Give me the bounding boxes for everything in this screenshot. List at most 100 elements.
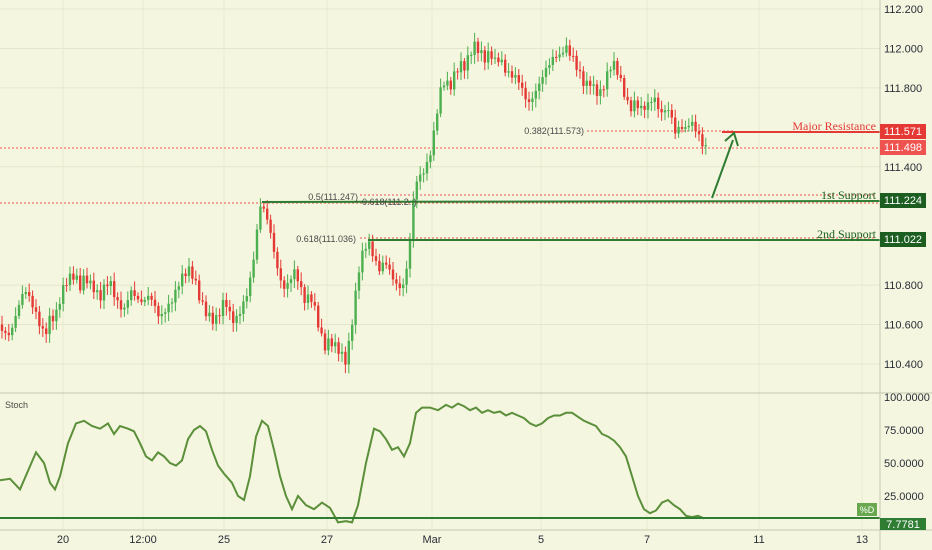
candle-body [476,41,480,54]
candle-body [204,301,208,317]
candle-body [82,275,85,291]
time-tick-label: 12:00 [129,534,157,546]
candle-body [317,305,320,328]
candle-body [351,324,354,341]
candle-body [599,89,602,96]
candle-body [313,301,316,306]
candle-body [660,108,663,113]
candle-body [0,324,4,331]
candle-body [354,290,357,325]
candle-body [381,262,384,272]
candle-body [102,284,106,301]
candle-body [85,275,89,284]
candle-body [242,301,245,314]
candle-body [470,54,473,56]
candle-body [153,299,157,306]
candle-body [357,272,361,291]
candle-body [252,259,255,278]
candle-body [606,71,609,90]
time-tick-label: 13 [856,534,868,546]
price-tick-label: 111.800 [884,83,922,95]
first-support-tag [880,193,926,208]
candle-body [657,97,660,109]
candle-body [201,300,204,302]
candle-body [133,290,136,296]
candle-body [293,269,296,280]
candle-body [517,75,520,83]
candle-body [31,295,34,308]
candle-body [616,61,619,75]
candle-body [92,280,95,293]
stoch-tick-label: 25.0000 [884,491,924,503]
candle-body [4,330,7,333]
candle-body [395,279,398,284]
candle-body [269,219,272,233]
candle-body [463,61,466,71]
candle-body [55,309,58,322]
candle-body [364,248,367,251]
stochastic-pane [0,402,705,524]
candle-body [415,181,418,200]
candle-body [208,312,211,317]
candle-body [446,80,449,86]
candle-body [119,300,123,310]
candle-body [11,327,14,336]
stoch-value: 7.7781 [886,519,920,531]
second-support-value: 111.022 [884,234,922,246]
candle-body [541,77,544,84]
candle-body [636,100,639,109]
candle-body [701,134,704,147]
candle-body [300,281,303,288]
candle-body [449,80,452,90]
candle-body [113,281,116,298]
candle-body [58,303,61,310]
candle-body [99,290,102,301]
time-tick-label: 20 [57,534,69,546]
candle-body [442,85,446,88]
candle-body [79,275,82,291]
candle-body [340,351,344,354]
price-tick-label: 112.200 [884,4,923,16]
candle-body [136,295,140,300]
candle-body [371,241,374,257]
candle-body [589,80,592,86]
fib-annotation-b: 0.5(111.247) [308,192,358,202]
candle-body [694,121,697,132]
stoch-d-badge [857,503,877,516]
time-tick-label: 7 [644,534,650,546]
candle-body [140,299,143,302]
candle-body [330,338,333,347]
candle-body [412,199,415,239]
candle-body [436,113,439,131]
candle-body [640,105,643,109]
candle-body [245,296,248,302]
candle-body [17,304,21,316]
candle-body [38,311,41,327]
candle-body [510,71,514,78]
candle-body [680,126,684,129]
candle-body [283,280,286,289]
candle-body [174,289,177,303]
price-axis: 112.200 112.000 111.800 111.400 110.800 110.6… [884,4,923,371]
projection-arrow [711,139,734,199]
candle-body [684,127,687,129]
second-support-label: 2nd Support [817,227,877,241]
candle-body [538,83,541,91]
candle-body [65,285,68,287]
candle-body [228,306,231,312]
candle-body [670,110,673,118]
candle-body [68,273,72,286]
candle-body [585,80,588,86]
candle-body [75,275,78,280]
candle-body [334,342,337,347]
candle-body [619,74,622,79]
time-tick-label: 27 [321,534,333,546]
candle-body [504,59,507,73]
time-tick-label: 5 [538,534,544,546]
time-tick-label: 25 [218,534,230,546]
candle-body [466,55,469,71]
candle-body [276,251,279,269]
first-support-line [261,200,881,203]
